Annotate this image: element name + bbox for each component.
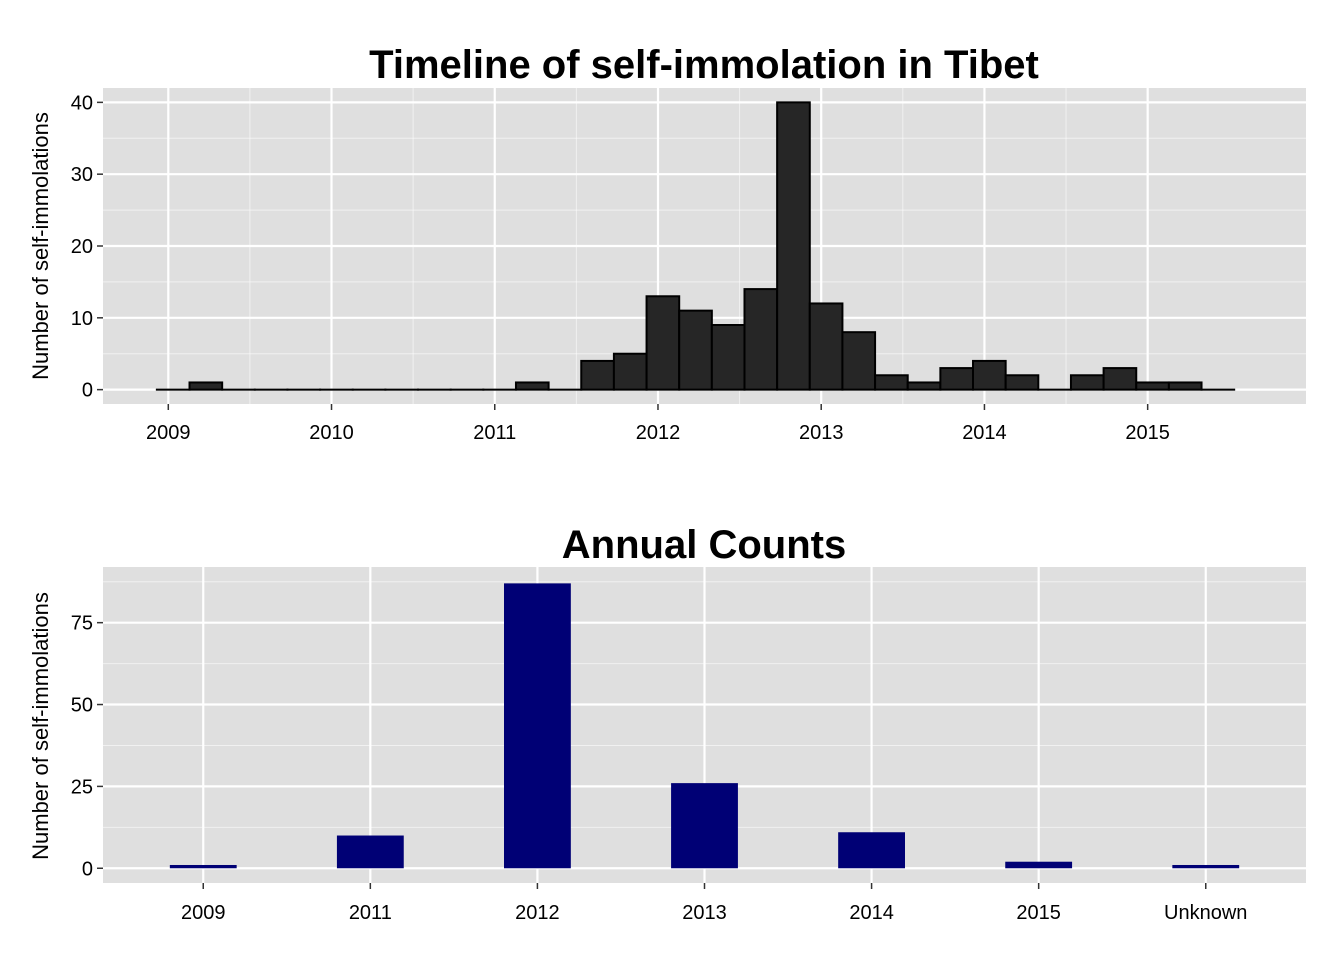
timeline-x-tick-label: 2009: [146, 422, 191, 444]
timeline-bar: [776, 101, 811, 391]
timeline-y-tick-label: 10: [71, 308, 93, 330]
timeline-y-axis: 0 10 20 30 40: [71, 92, 103, 402]
timeline-bar: [1102, 367, 1138, 391]
timeline-bar: [188, 381, 224, 391]
annual-counts-y-tick-label: 50: [71, 695, 93, 717]
annual-counts-x-tick-label: 2009: [181, 902, 226, 924]
timeline-bar: [612, 352, 648, 391]
timeline-bar: [514, 381, 550, 391]
annual-counts-x-tick-label: 2012: [515, 902, 560, 924]
timeline-bar: [1069, 374, 1105, 391]
annual-counts-y-axis-label: Number of self-immolations: [28, 592, 53, 860]
annual-counts-x-tick-label: 2011: [349, 902, 392, 924]
timeline-x-tick-label: 2012: [636, 422, 681, 444]
annual-counts-y-tick-label: 75: [71, 613, 93, 635]
timeline-y-axis-label: Number of self-immolations: [28, 112, 53, 380]
timeline-y-tick-label: 20: [71, 236, 93, 258]
timeline-bar: [939, 367, 975, 391]
annual-counts-bars: [169, 583, 1240, 869]
timeline-y-tick-label: 0: [82, 380, 93, 402]
annual-counts-bar: [336, 835, 404, 869]
annual-counts-bar: [1172, 864, 1240, 869]
timeline-y-tick-label: 40: [71, 92, 93, 114]
timeline-bar: [645, 295, 681, 391]
annual-counts-x-tick-label: 2015: [1016, 902, 1061, 924]
timeline-chart-title: Timeline of self-immolation in Tibet: [369, 43, 1039, 87]
timeline-bar: [1167, 381, 1203, 391]
timeline-x-tick-label: 2014: [962, 422, 1007, 444]
timeline-x-axis: 2009 2010 2011 2012 2013 2014 2015: [146, 404, 1170, 444]
timeline-bar: [710, 324, 746, 391]
timeline-x-tick-label: 2013: [799, 422, 844, 444]
annual-counts-chart-title: Annual Counts: [562, 523, 846, 567]
timeline-y-tick-label: 30: [71, 164, 93, 186]
timeline-x-tick-label: 2011: [473, 422, 516, 444]
timeline-bar: [1004, 374, 1040, 391]
timeline-bars: [155, 101, 1236, 391]
annual-counts-x-tick-label: Unknown: [1164, 902, 1247, 924]
annual-counts-y-tick-label: 0: [82, 858, 93, 880]
annual-counts-x-axis: 2009 2011 2012 2013 2014 2015 Unknown: [181, 883, 1247, 924]
annual-counts-x-tick-label: 2014: [849, 902, 894, 924]
annual-counts-y-axis: 0 25 50 75: [71, 613, 103, 880]
annual-counts-bar: [671, 783, 738, 869]
timeline-bar: [841, 331, 877, 391]
annual-counts-x-tick-label: 2013: [682, 902, 727, 924]
timeline-bar: [1135, 381, 1170, 391]
annual-counts-bar: [169, 864, 237, 869]
timeline-bar: [580, 359, 615, 391]
annual-counts-bar: [504, 583, 571, 869]
timeline-bar: [808, 302, 844, 391]
timeline-x-tick-label: 2015: [1125, 422, 1170, 444]
timeline-bar: [874, 374, 909, 391]
timeline-bar: [678, 309, 713, 391]
annual-counts-bar: [1005, 861, 1073, 869]
timeline-bar: [972, 359, 1007, 391]
timeline-bar: [743, 288, 779, 391]
annual-counts-bar: [838, 832, 905, 869]
timeline-chart: Timeline of self-immolation in Tibet 0 10…: [28, 43, 1306, 444]
timeline-bar: [906, 381, 942, 391]
annual-counts-y-tick-label: 25: [71, 776, 93, 798]
timeline-x-tick-label: 2010: [309, 422, 354, 444]
